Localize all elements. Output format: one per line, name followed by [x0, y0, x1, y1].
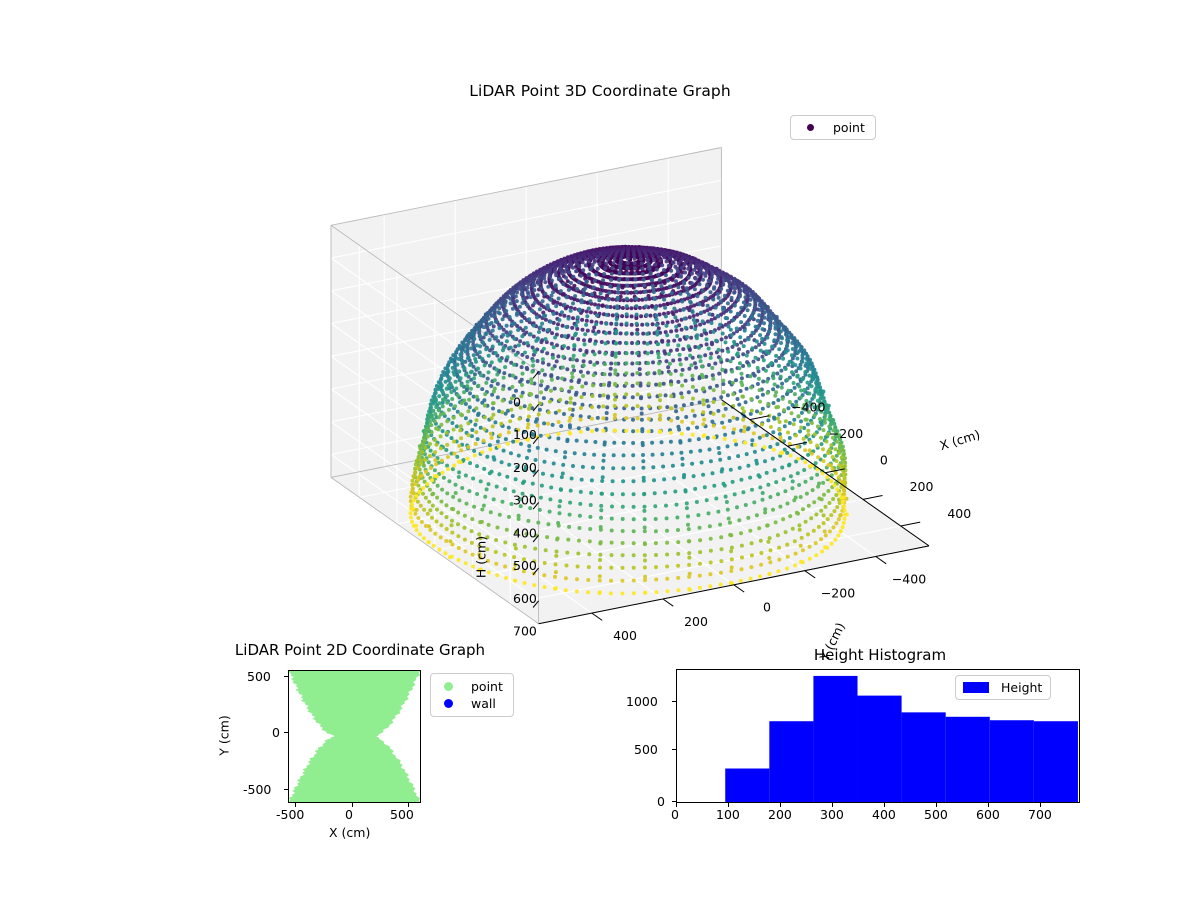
lidar-2d-axes — [288, 670, 421, 803]
circle-icon — [795, 124, 825, 131]
legend-item-wall: wall — [433, 695, 503, 712]
histogram-ytick: 1000 — [626, 694, 658, 709]
histogram-xtickmark — [780, 803, 781, 807]
legend-label: point — [833, 120, 865, 135]
circle-icon — [433, 682, 463, 691]
histogram-ytickmark — [672, 701, 676, 702]
legend-item-point: point — [433, 678, 503, 695]
histogram-xtickmark — [676, 803, 677, 807]
histogram-bar — [769, 721, 814, 802]
legend-label: point — [471, 679, 503, 694]
plot2d-ytickmark — [284, 789, 288, 790]
height-histogram-bars — [725, 675, 1078, 802]
histogram-bar — [1033, 721, 1078, 802]
svg-text:400: 400 — [613, 628, 637, 643]
plot2d-xlabel: X (cm) — [329, 825, 371, 840]
legend-label: Height — [1001, 680, 1043, 695]
histogram-xtick: 100 — [716, 807, 740, 822]
lidar-3d-scatter: −400−2000200400−400−20002004000100200300… — [330, 146, 982, 664]
histogram-legend[interactable]: Height — [955, 675, 1052, 700]
histogram-xtick: 700 — [1028, 807, 1052, 822]
legend-item-point: point — [795, 119, 865, 136]
histogram-xtickmark — [936, 803, 937, 807]
plot2d-ytick: 0 — [272, 725, 280, 740]
svg-text:−400: −400 — [892, 571, 926, 586]
legend-item-height: Height — [959, 679, 1042, 696]
plot3d-title: LiDAR Point 3D Coordinate Graph — [469, 82, 731, 100]
plot2d-xtickmark — [408, 803, 409, 807]
histogram-xtick: 600 — [976, 807, 1000, 822]
plot2d-ytickmark — [284, 676, 288, 677]
histogram-xtickmark — [1040, 803, 1041, 807]
svg-text:200: 200 — [910, 479, 934, 494]
height-histogram-axes — [676, 669, 1080, 803]
histogram-xtickmark — [988, 803, 989, 807]
histogram-ytickmark — [672, 749, 676, 750]
histogram-ytick: 0 — [657, 794, 665, 809]
plot3d-legend[interactable]: point — [790, 115, 876, 140]
svg-text:0: 0 — [763, 600, 771, 615]
plot2d-legend[interactable]: point wall — [430, 673, 514, 717]
plot2d-xtick: 500 — [390, 807, 414, 822]
svg-text:400: 400 — [947, 506, 971, 521]
bar-icon — [959, 682, 993, 693]
histogram-bar — [901, 712, 946, 802]
histogram-xtick: 0 — [671, 807, 679, 822]
svg-text:200: 200 — [684, 614, 708, 629]
histogram-xtick: 500 — [924, 807, 948, 822]
histogram-bar — [989, 720, 1034, 802]
histogram-xtick: 400 — [872, 807, 896, 822]
svg-text:−400: −400 — [791, 399, 825, 414]
histogram-bar — [725, 768, 770, 802]
plot2d-ylabel: Y (cm) — [216, 715, 232, 756]
plot2d-xtick: 0 — [345, 807, 353, 822]
plot2d-xtick: -500 — [276, 807, 305, 822]
plot2d-xtickmark — [352, 803, 353, 807]
histogram-ytickmark — [672, 801, 676, 802]
legend-label: wall — [471, 696, 496, 711]
histogram-ytick: 500 — [634, 742, 658, 757]
histogram-xtickmark — [884, 803, 885, 807]
svg-text:−200: −200 — [829, 426, 863, 441]
histogram-bar — [813, 675, 858, 802]
plot2d-ytickmark — [284, 732, 288, 733]
histogram-xtick: 200 — [768, 807, 792, 822]
histogram-title: Height Histogram — [813, 646, 947, 664]
svg-text:−200: −200 — [821, 586, 855, 601]
plot2d-xtickmark — [295, 803, 296, 807]
histogram-xtickmark — [832, 803, 833, 807]
plot2d-ytick: -500 — [243, 782, 272, 797]
point-footprint — [289, 671, 420, 802]
plot2d-ytick: 500 — [247, 669, 271, 684]
circle-icon — [433, 699, 463, 708]
histogram-bar — [945, 716, 990, 802]
histogram-xtickmark — [728, 803, 729, 807]
plot2d-title: LiDAR Point 2D Coordinate Graph — [234, 641, 486, 659]
lidar-3d-axes: −400 −200 0 200 400 −400 −200 0 200 400 0 100 200 300… — [300, 110, 982, 664]
lidar-2d-scatter — [289, 671, 420, 802]
histogram-xtick: 300 — [820, 807, 844, 822]
histogram-bar — [857, 695, 902, 802]
svg-text:0: 0 — [880, 453, 888, 468]
